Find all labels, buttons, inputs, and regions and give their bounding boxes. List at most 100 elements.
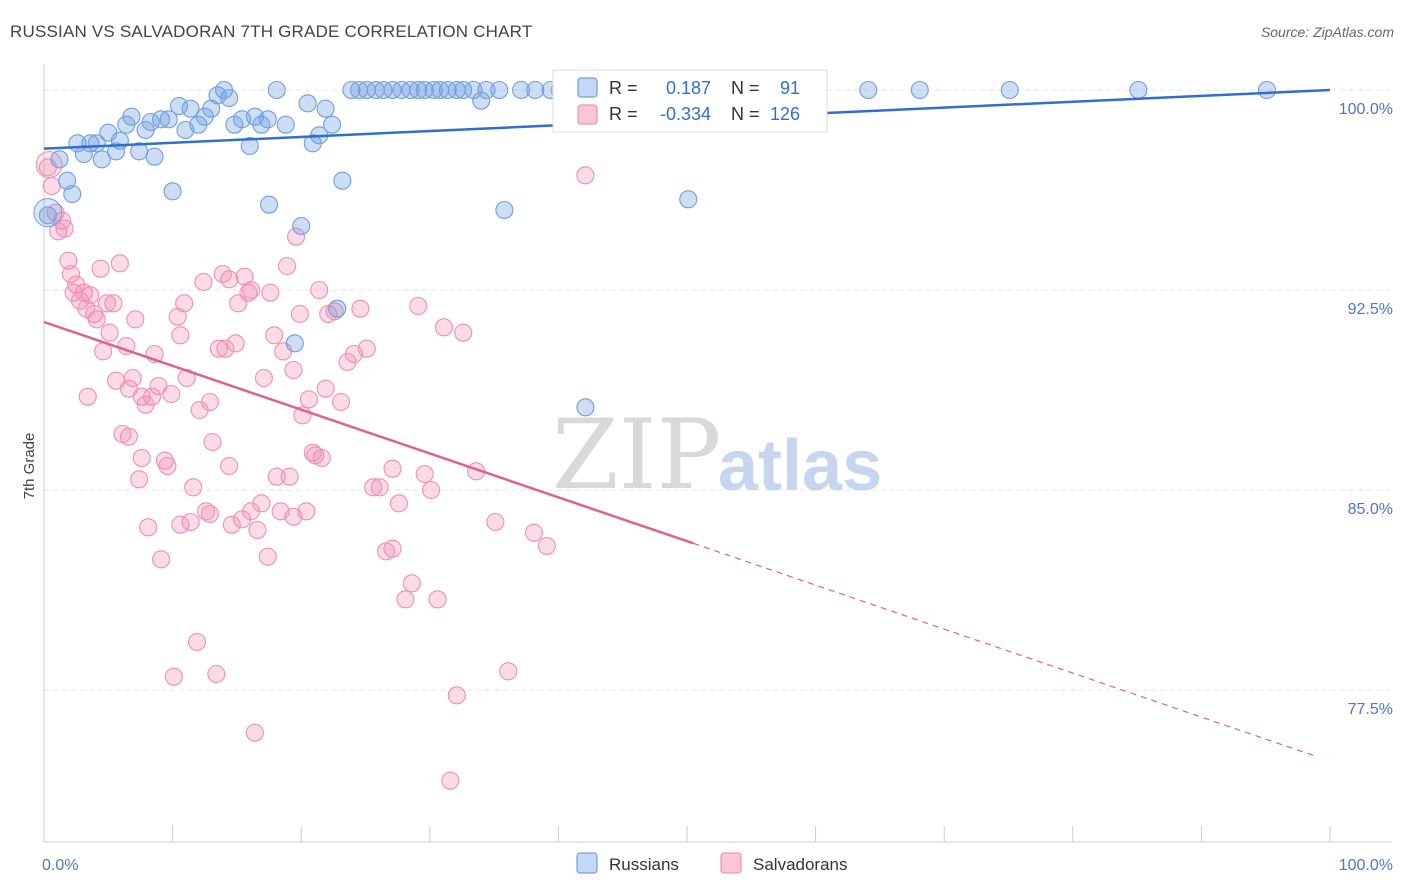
salvadorans-point (207, 664, 226, 684)
russians-point (285, 334, 304, 353)
russians-point (859, 80, 878, 100)
salvadorans-point (454, 323, 473, 342)
salvadorans-point (110, 254, 129, 273)
tick-labels: 77.5% 85.0% 92.5% 100.0% 0.0% 100.0% (42, 101, 1393, 874)
salvadorans-point (216, 339, 235, 358)
salvadorans-point (409, 296, 428, 316)
russians-point (477, 80, 496, 100)
russians-point (401, 80, 420, 100)
russians-point (1000, 80, 1019, 100)
legend-r-value-0: 0.187 (666, 78, 711, 98)
salvadorans-point (200, 392, 219, 412)
russians-point (679, 190, 698, 209)
legend-r-value-1: -0.334 (660, 104, 711, 124)
russians-point (490, 80, 509, 100)
legend-box (552, 69, 828, 133)
salvadorans-point (284, 507, 303, 526)
russians-point (472, 91, 491, 110)
salvadorans-point (123, 368, 142, 388)
russians-point (576, 398, 595, 417)
salvadorans-point (258, 547, 277, 566)
salvadorans-point (357, 339, 376, 358)
salvadorans-point (248, 520, 267, 540)
russians-point (276, 115, 295, 134)
salvadorans-point (142, 387, 162, 406)
russians-point (240, 136, 259, 156)
correlation-legend: R = 0.187 N = 91 R = -0.334 N = 126 (552, 69, 828, 133)
salvadorans-point (220, 456, 239, 476)
russians-point (38, 206, 57, 225)
salvadorans-point (254, 368, 273, 388)
russians-point (1257, 80, 1277, 100)
russians-point (328, 299, 347, 318)
russians-point (151, 110, 171, 129)
salvadorans-point (151, 550, 171, 569)
russians-point (106, 142, 126, 161)
salvadorans-point (55, 219, 74, 238)
legend-n-label-1: N = (731, 104, 760, 124)
series-swatch-russians (576, 852, 598, 874)
salvadorans-point (370, 478, 389, 497)
russians-point (141, 112, 160, 132)
salvadorans-point (220, 270, 239, 289)
russians-point (159, 110, 178, 129)
salvadorans-point (97, 294, 117, 313)
salvadorans-point (486, 512, 505, 532)
y-tick-label: 92.5% (1348, 301, 1393, 318)
russians-point (169, 96, 189, 116)
salvadorans-point (222, 515, 241, 534)
salvadorans-point (415, 464, 434, 484)
russians-point (526, 80, 545, 100)
russians-point (50, 150, 69, 169)
salvadorans-point (209, 339, 228, 358)
salvadorans-point (402, 574, 421, 593)
salvadorans-point (184, 478, 203, 497)
source-label: Source: ZipAtlas.com (1260, 24, 1394, 40)
salvadorans-point (158, 456, 177, 476)
salvadorans-point (241, 280, 261, 300)
salvadorans-point (316, 379, 335, 398)
russians-point (323, 115, 342, 134)
series-swatch-salvadorans (720, 852, 742, 874)
salvadorans-point (278, 256, 297, 276)
russians-point (181, 99, 200, 118)
salvadorans-trend-line (43, 320, 694, 545)
russians-point (259, 195, 279, 214)
russians-point (292, 216, 311, 236)
salvadorans-point (280, 467, 299, 486)
salvadorans-point (171, 515, 190, 534)
salvadorans-point (239, 283, 258, 302)
axes (43, 64, 1392, 843)
x-tick-label: 100.0% (1339, 857, 1393, 874)
salvadorans-point (81, 286, 100, 305)
russians-point (58, 171, 77, 190)
salvadorans-point (164, 667, 183, 686)
salvadorans-point (35, 151, 63, 179)
legend-swatch-salvadorans (577, 104, 598, 125)
salvadorans-point (171, 326, 190, 345)
legend-swatch-russians (577, 77, 598, 98)
salvadorans-point (383, 459, 402, 478)
watermark-zip: ZIP (552, 399, 721, 511)
salvadorans-point (175, 294, 194, 313)
watermark-atlas: atlas (718, 426, 882, 506)
salvadorans-point (287, 227, 306, 246)
russians-point (910, 80, 929, 100)
salvadorans-point (149, 376, 168, 396)
salvadorans-point (132, 448, 151, 468)
salvadorans-point (59, 251, 78, 270)
russians-point (63, 184, 82, 204)
salvadorans-point (499, 662, 518, 681)
salvadorans-point (245, 723, 264, 742)
salvadorans-point (226, 334, 245, 353)
salvadorans-point (422, 480, 441, 500)
russians-point (92, 150, 111, 169)
legend-r-label-1: R = (609, 104, 638, 124)
russians-point (33, 198, 63, 228)
russians-point (333, 171, 352, 190)
salvadorans-point (428, 590, 447, 609)
salvadorans-point (203, 432, 222, 452)
series-legend: Russians Salvadorans (576, 852, 848, 874)
salvadorans-points (35, 80, 608, 790)
salvadorans-point (91, 259, 110, 278)
